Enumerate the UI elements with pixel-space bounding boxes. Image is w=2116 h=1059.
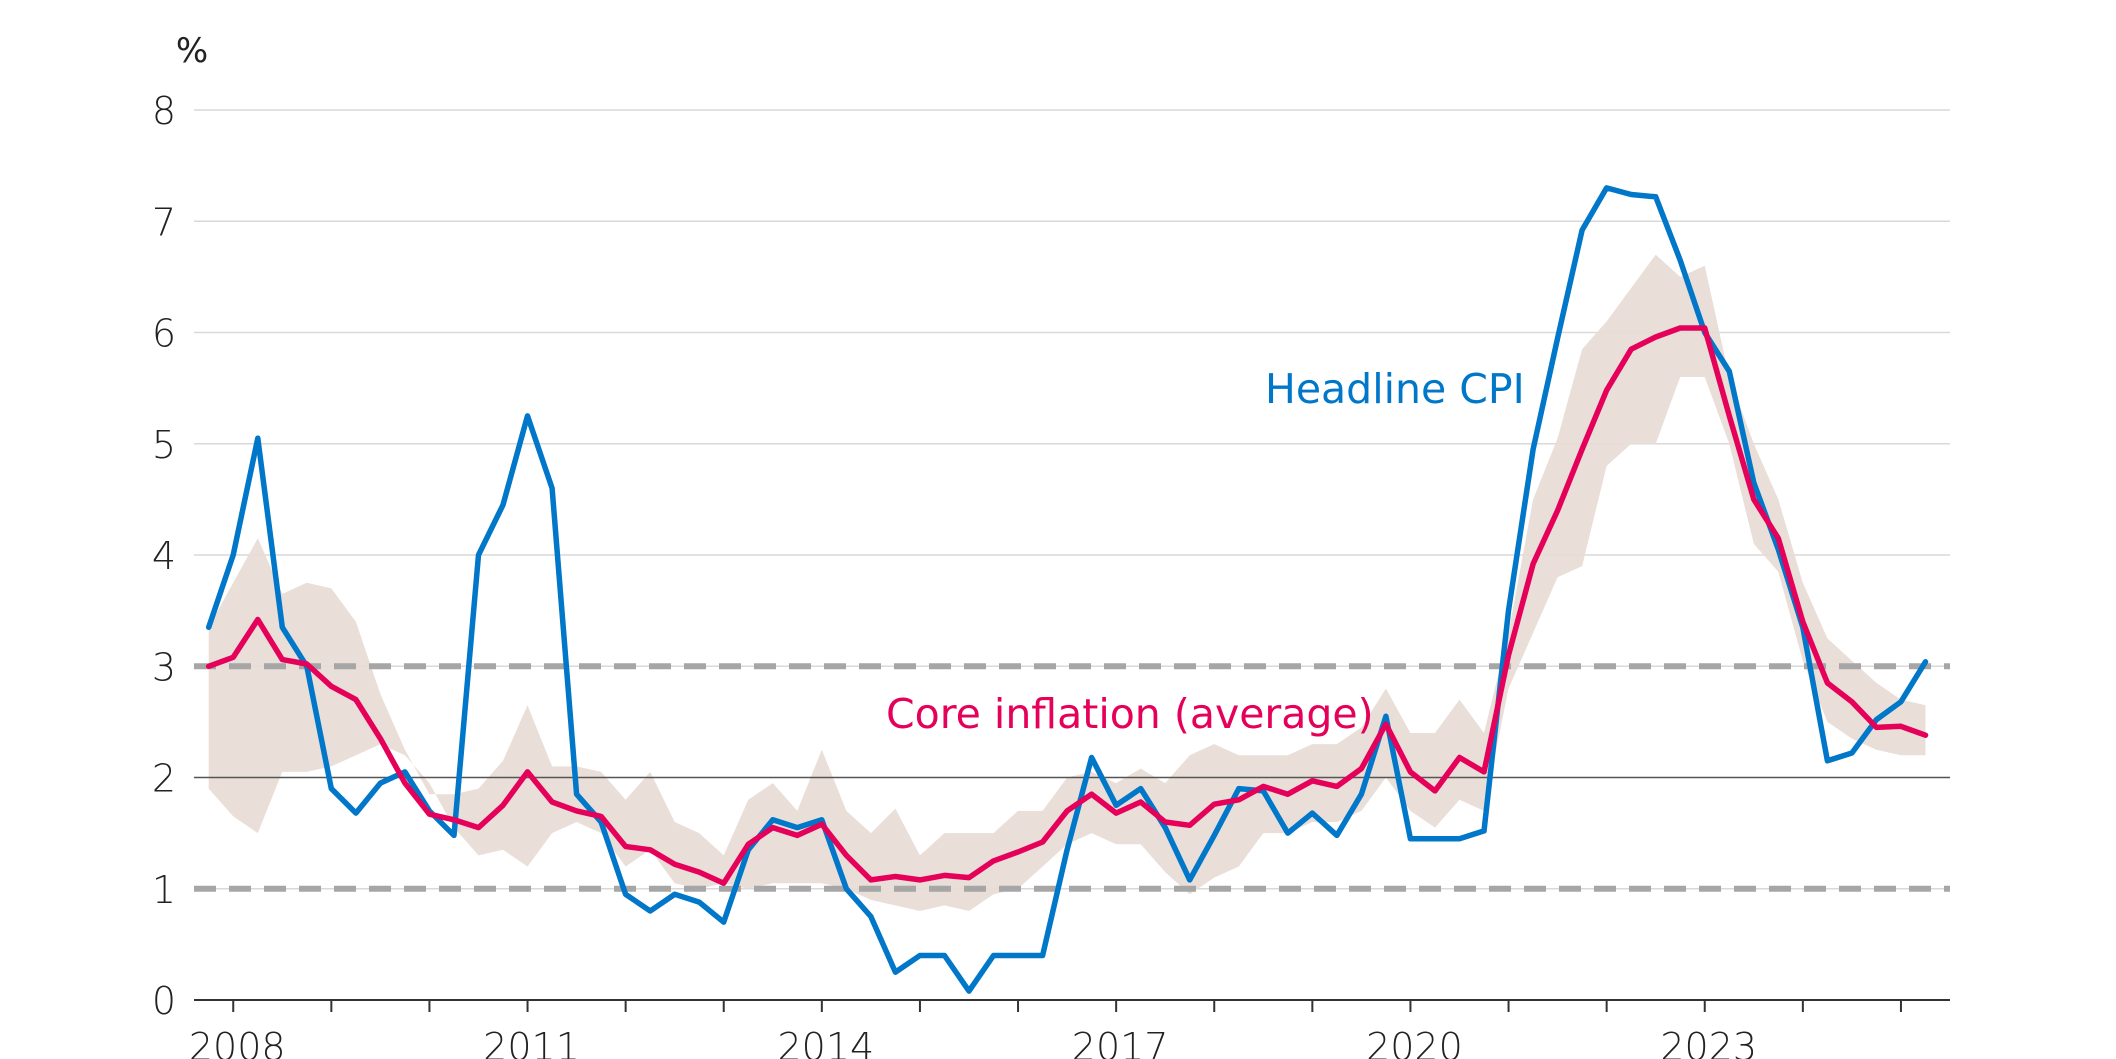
y-tick-label: 5 [152, 423, 176, 467]
x-tick-label: 2020 [1366, 1025, 1463, 1059]
y-tick-label: 7 [152, 200, 176, 244]
labels: % Headline CPI Core inflation (average) [176, 31, 1525, 738]
y-tick-label: 2 [152, 757, 176, 801]
y-unit-label: % [176, 31, 208, 71]
x-tick-label: 2014 [777, 1025, 874, 1059]
y-tick-label: 1 [152, 868, 176, 912]
x-tick-label: 2011 [483, 1025, 580, 1059]
headline-cpi-line [205, 185, 1929, 994]
y-tick-label: 0 [152, 979, 176, 1023]
series-lines [205, 185, 1929, 994]
y-tick-label: 3 [152, 645, 176, 689]
core-inflation-line [205, 325, 1929, 886]
headline-cpi-label: Headline CPI [1265, 365, 1525, 413]
axes: 0 1 2 3 4 5 6 7 8 2008 2011 2014 2017 2020 2023 [152, 89, 1950, 1059]
core-range-area [208, 254, 1926, 912]
x-tick-label: 2017 [1072, 1025, 1169, 1059]
target-lines [194, 663, 1950, 892]
core-inflation-label: Core inflation (average) [886, 690, 1374, 738]
x-tick-label: 2023 [1660, 1025, 1757, 1059]
y-tick-label: 4 [152, 534, 176, 578]
y-tick-label: 6 [152, 312, 176, 356]
core-range-band [208, 254, 1926, 912]
x-tick-label: 2008 [189, 1025, 286, 1059]
y-tick-label: 8 [152, 89, 176, 133]
